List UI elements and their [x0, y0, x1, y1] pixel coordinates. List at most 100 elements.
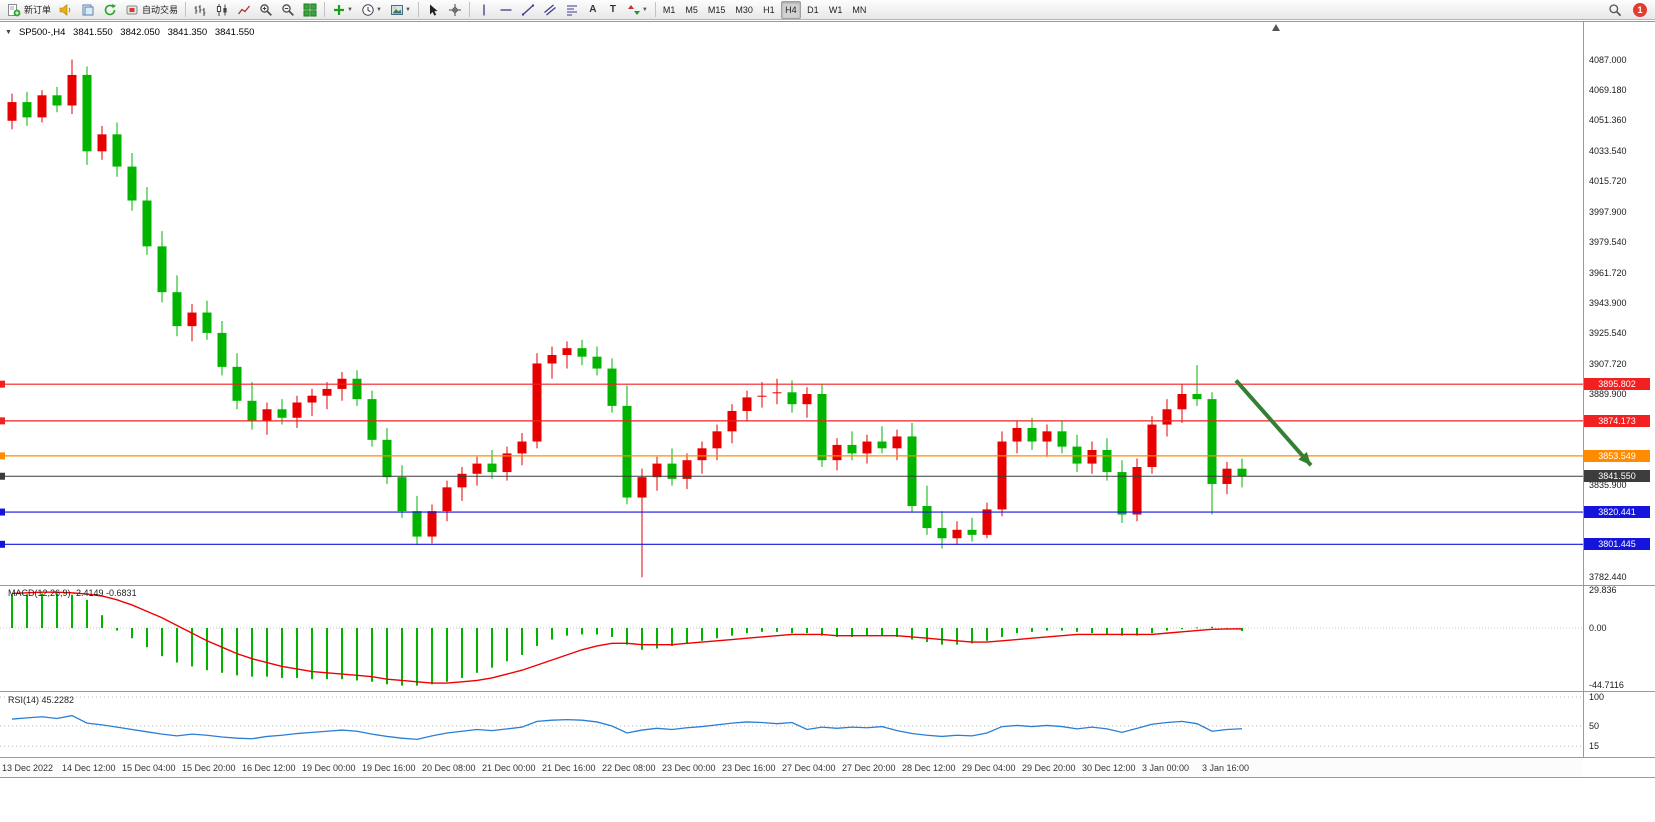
new-order-label: 新订单 — [24, 5, 52, 15]
timeframe-m1-button[interactable]: M1 — [662, 4, 676, 15]
cursor-tool-button[interactable] — [422, 1, 444, 19]
macd-scale-label: -44.7116 — [1589, 680, 1624, 691]
trend-arrow-annotation[interactable] — [1234, 379, 1313, 467]
time-axis-label: 14 Dec 12:00 — [62, 763, 116, 773]
time-axis-label: 21 Dec 16:00 — [542, 763, 596, 773]
macd-scale-label: 29.836 — [1589, 584, 1617, 595]
price-axis-label: 3835.900 — [1589, 480, 1627, 491]
time-axis-label: 15 Dec 20:00 — [182, 763, 236, 773]
resistance-line-2-price-tag: 3874.173 — [1584, 414, 1650, 427]
collapse-icon[interactable]: ▼ — [5, 29, 12, 36]
crosshair-icon — [448, 3, 461, 16]
rsi-panel — [0, 696, 1583, 747]
time-axis-label: 20 Dec 08:00 — [422, 763, 476, 773]
time-axis-label: 27 Dec 20:00 — [842, 763, 896, 773]
rsi-indicator-label: RSI(14) 45.2282 — [8, 695, 75, 705]
time-axis-label: 23 Dec 16:00 — [722, 763, 776, 773]
price-axis-label: 3907.720 — [1589, 358, 1627, 369]
timeframe-mn-button[interactable]: MN — [852, 4, 867, 15]
zoom-in-button[interactable] — [255, 1, 277, 19]
vertical-line-icon — [483, 4, 485, 15]
add-indicator-icon — [334, 4, 345, 15]
time-axis[interactable]: 13 Dec 2022 14 Dec 12:00 15 Dec 04:00 15 De… — [0, 759, 1583, 777]
chevron-down-icon: ▼ — [404, 6, 411, 13]
arrows-tool-button[interactable]: ▼ — [623, 1, 652, 19]
label-tool-icon: T — [609, 4, 616, 15]
timeframe-m5-button[interactable]: M5 — [685, 4, 698, 15]
vertical-line-tool-button[interactable] — [473, 1, 495, 19]
bar-chart-icon — [194, 4, 206, 16]
horizontal-line-tool-button[interactable] — [495, 1, 517, 19]
chevron-down-icon: ▼ — [641, 6, 648, 13]
macd-indicator-label: MACD(12,26,9) -2.4149 -0.6831 — [8, 588, 137, 598]
channel-icon — [544, 4, 556, 15]
period-menu-button[interactable]: ▼ — [357, 1, 386, 19]
tile-windows-button[interactable] — [299, 1, 321, 19]
resistance-line-2-edge-marker — [0, 417, 5, 425]
timeframe-group: M1 M5 M15 M30 H1 H4 D1 W1 MN — [659, 0, 871, 19]
toolbar-separator — [324, 2, 326, 17]
channel-tool-button[interactable] — [539, 1, 561, 19]
chart-title-bar: ▼ SP500-,H4 3841.550 3842.050 3841.350 3… — [5, 27, 254, 38]
candlestick-mode-button[interactable] — [211, 1, 233, 19]
zoom-out-button[interactable] — [277, 1, 299, 19]
time-axis-label: 15 Dec 04:00 — [122, 763, 176, 773]
timeframe-w1-button[interactable]: W1 — [828, 4, 843, 15]
price-axis-label: 3997.900 — [1589, 206, 1627, 217]
trendline-tool-button[interactable] — [517, 1, 539, 19]
price-axis-label: 3943.900 — [1589, 297, 1627, 308]
price-axis-label: 3782.440 — [1589, 571, 1627, 582]
crosshair-tool-button[interactable] — [444, 1, 466, 19]
chart-window: ▼ SP500-,H4 3841.550 3842.050 3841.350 3… — [0, 21, 1655, 778]
line-chart-mode-button[interactable] — [233, 1, 255, 19]
fibonacci-tool-button[interactable] — [561, 1, 583, 19]
notification-badge[interactable]: 1 — [1633, 2, 1647, 17]
rsi-scale-label: 50 — [1589, 721, 1600, 731]
timeframe-h4-button[interactable]: H4 — [780, 0, 801, 19]
price-axis-label: 4069.180 — [1589, 85, 1627, 96]
time-axis-label: 22 Dec 08:00 — [602, 763, 656, 773]
horizontal-lines-layer — [0, 380, 1583, 548]
time-axis-label: 19 Dec 16:00 — [362, 763, 416, 773]
main-toolbar: 新订单 自动交易 — [0, 0, 1655, 20]
time-axis-label: 19 Dec 00:00 — [302, 763, 356, 773]
time-axis-label: 29 Dec 04:00 — [962, 763, 1016, 773]
search-icon — [1609, 3, 1622, 16]
price-axis-label: 4033.540 — [1589, 145, 1627, 156]
bar-chart-mode-button[interactable] — [189, 1, 211, 19]
toolbar-separator — [417, 2, 419, 17]
timeframe-m15-button[interactable]: M15 — [707, 4, 726, 15]
text-tool-button[interactable]: A — [583, 1, 603, 19]
price-axis-label: 3925.540 — [1589, 328, 1627, 339]
candlestick-icon — [216, 3, 227, 16]
text-tool-icon: A — [589, 4, 597, 15]
template-menu-button[interactable]: ▼ — [386, 1, 415, 19]
zoom-in-icon — [260, 3, 272, 16]
add-indicator-button[interactable]: ▼ — [328, 1, 357, 19]
new-order-button[interactable]: 新订单 — [3, 1, 55, 19]
chart-canvas[interactable] — [0, 22, 1655, 777]
time-axis-label: 13 Dec 2022 — [2, 763, 54, 773]
time-axis-label: 16 Dec 12:00 — [242, 763, 296, 773]
time-axis-label: 30 Dec 12:00 — [1082, 763, 1136, 773]
tile-windows-icon — [303, 3, 317, 16]
template-icon — [390, 4, 403, 15]
toolbar-right-group: 1 — [1604, 1, 1652, 19]
timeframe-h1-button[interactable]: H1 — [763, 4, 775, 15]
macd-scale-label: 0.00 — [1589, 623, 1607, 633]
auto-trading-label: 自动交易 — [142, 5, 179, 15]
price-axis[interactable]: 4087.000 4069.180 4051.360 4033.540 4015.720… — [1584, 22, 1655, 758]
fibonacci-icon — [566, 5, 577, 15]
timeframe-m30-button[interactable]: M30 — [735, 4, 753, 15]
pivot-line-edge-marker — [0, 452, 5, 460]
timeframe-d1-button[interactable]: D1 — [807, 4, 819, 15]
label-tool-button[interactable]: T — [603, 1, 623, 19]
auto-trading-button[interactable]: 自动交易 — [121, 1, 182, 19]
chart-shift-marker[interactable] — [1272, 24, 1280, 31]
sound-alert-button[interactable] — [55, 1, 77, 19]
data-window-button[interactable] — [77, 1, 99, 19]
refresh-button[interactable] — [99, 1, 121, 19]
search-button[interactable] — [1604, 1, 1626, 19]
chart-ohlc-title: SP500-,H4 3841.550 3842.050 3841.350 384… — [18, 27, 255, 38]
